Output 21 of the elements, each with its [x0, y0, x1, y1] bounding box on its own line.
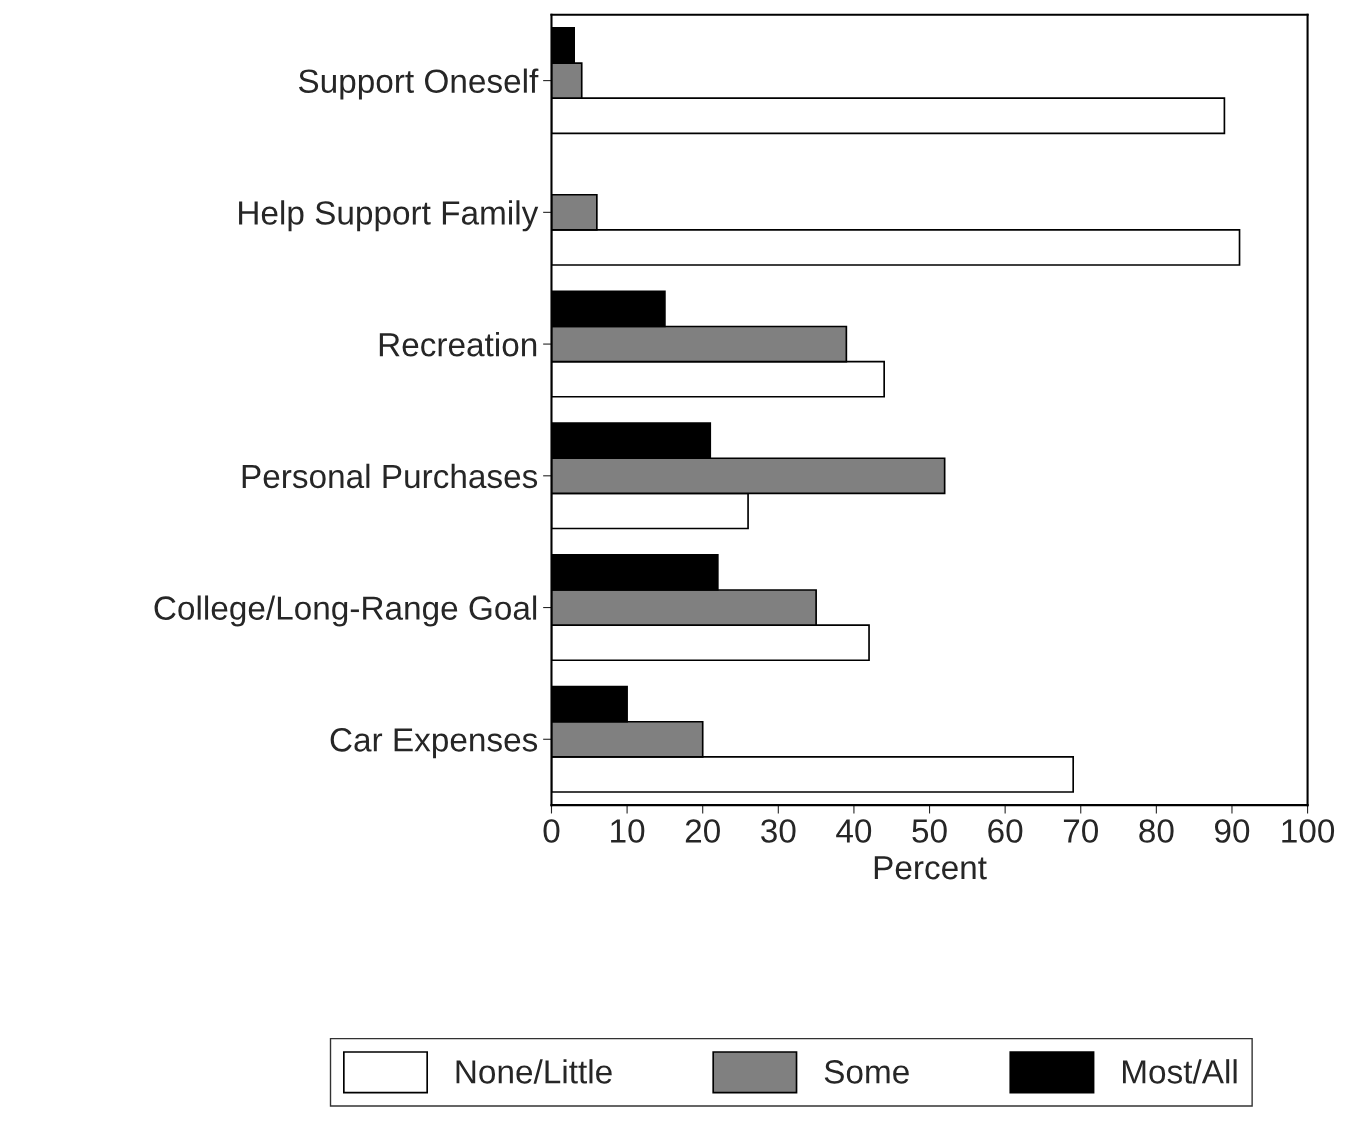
- x-tick-label: 0: [543, 819, 560, 843]
- y-tick-label: Support Oneself: [298, 68, 539, 100]
- legend-label: Most/All: [1123, 1059, 1237, 1084]
- y-tick-label: Help Support Family: [239, 200, 539, 232]
- x-tick-label: 30: [761, 819, 796, 843]
- x-tick-label: 20: [685, 819, 720, 843]
- x-tick-label: 60: [988, 819, 1023, 843]
- legend-label: Some: [824, 1060, 909, 1084]
- x-axis-title: Percent: [874, 856, 987, 880]
- x-tick-label: 40: [836, 819, 872, 843]
- y-tick-label: College/Long-Range Goal: [154, 595, 537, 627]
- x-tick-label: 90: [1214, 819, 1250, 843]
- x-tick-label: 50: [912, 819, 947, 843]
- y-tick-label: Personal Purchases: [242, 463, 538, 489]
- x-tick-label: 70: [1063, 819, 1098, 843]
- x-tick-label: 10: [611, 819, 645, 843]
- x-tick-label: 80: [1139, 819, 1174, 843]
- legend-label: None/Little: [456, 1059, 612, 1084]
- y-tick-label: Car Expenses: [330, 728, 538, 759]
- y-tick-label: Recreation: [379, 332, 537, 357]
- x-tick-label: 100: [1282, 819, 1335, 843]
